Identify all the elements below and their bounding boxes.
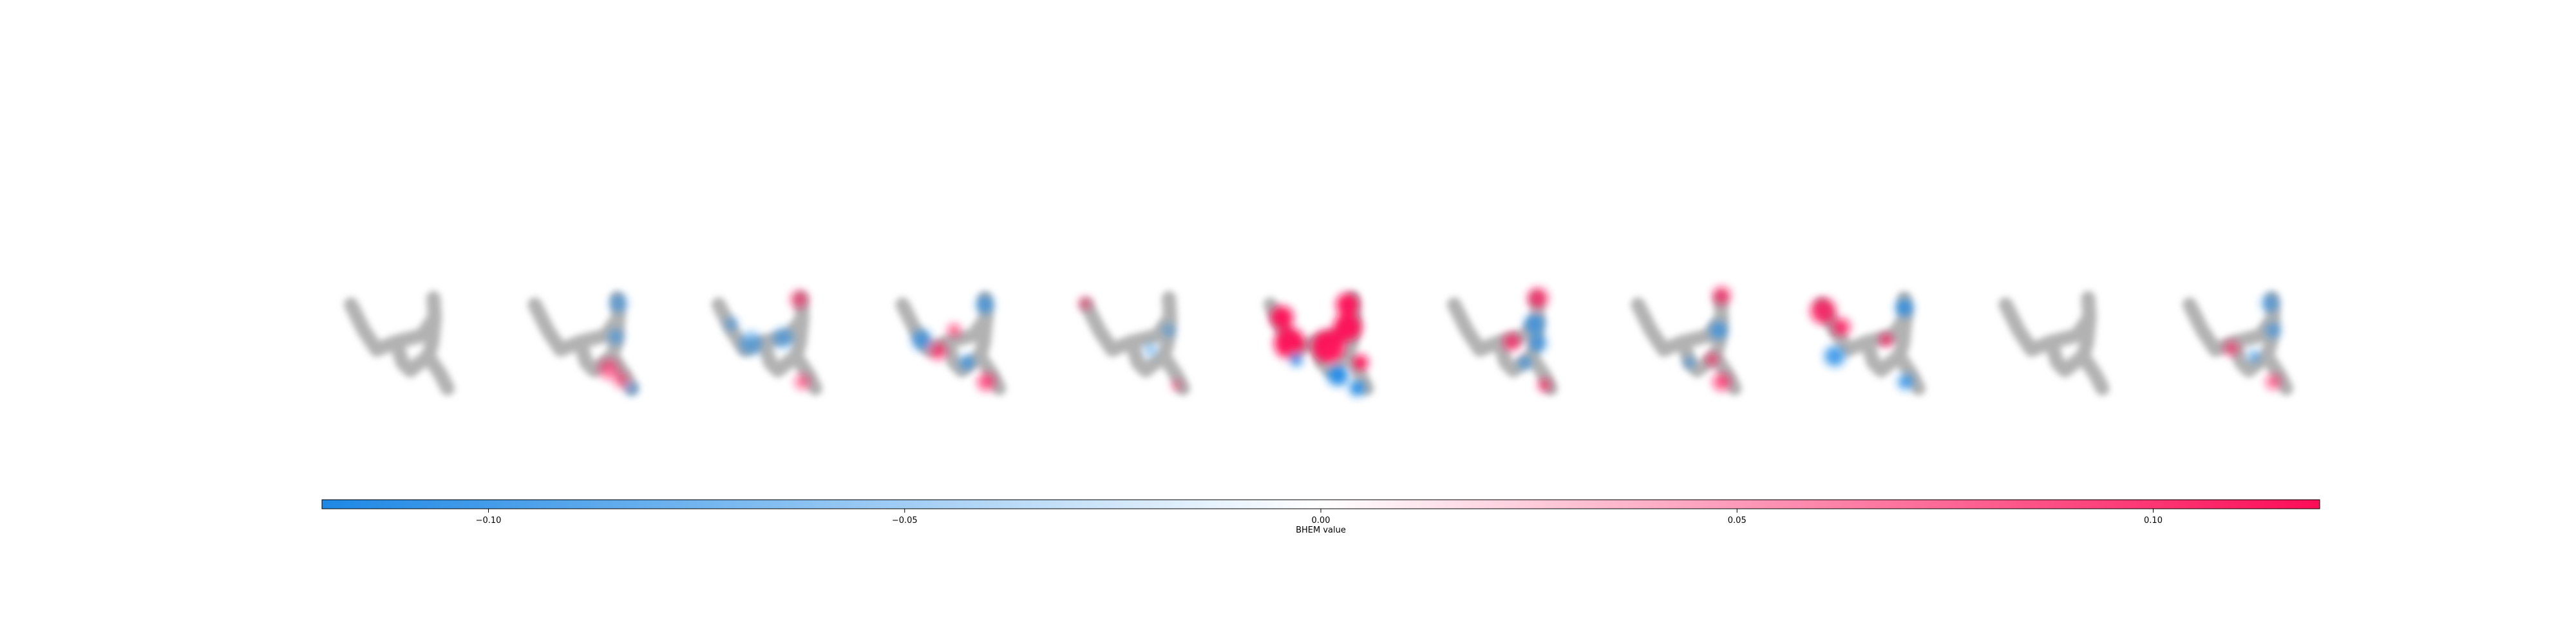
- colorbar-label: BHEM value: [1296, 526, 1346, 535]
- colorbar: −0.10 −0.05 0.00 0.05 0.10 BHEM value: [321, 499, 2320, 535]
- explanation-overlay: [1270, 293, 1368, 396]
- positive-attribution: [1274, 328, 1305, 359]
- negative-attribution: [725, 317, 738, 330]
- negative-attribution: [1144, 343, 1157, 356]
- negative-attribution: [976, 296, 994, 314]
- panel-0: [344, 291, 455, 395]
- positive-attribution: [2224, 341, 2239, 356]
- negative-attribution: [1824, 346, 1845, 366]
- positive-attribution: [795, 374, 810, 390]
- negative-attribution: [1529, 334, 1547, 352]
- negative-attribution: [1898, 374, 1913, 390]
- negative-attribution: [1327, 365, 1349, 386]
- positive-attribution: [614, 373, 630, 388]
- colorbar-tick-label: 0.05: [1728, 516, 1747, 526]
- positive-attribution: [1503, 333, 1521, 351]
- negative-attribution: [959, 355, 975, 370]
- panel-3: [895, 291, 1007, 395]
- explanation-overlay: [911, 296, 996, 391]
- positive-attribution: [929, 342, 947, 360]
- negative-attribution: [911, 330, 933, 350]
- positive-attribution: [1538, 379, 1551, 392]
- positive-attribution: [1810, 298, 1836, 324]
- negative-attribution: [1289, 353, 1303, 366]
- positive-attribution: [790, 290, 808, 308]
- positive-attribution: [1880, 334, 1893, 346]
- positive-attribution: [1311, 330, 1345, 363]
- positive-attribution: [947, 324, 961, 337]
- negative-attribution: [2261, 294, 2279, 312]
- negative-attribution: [625, 382, 638, 395]
- digit-image: [1079, 291, 1190, 395]
- panel-10: [2183, 291, 2293, 395]
- explanation-overlay: [598, 294, 638, 395]
- negative-attribution: [608, 329, 624, 345]
- panel-7: [1631, 287, 1742, 395]
- negative-attribution: [2248, 350, 2260, 363]
- panel-2: [712, 290, 822, 395]
- colorbar-tick-label: −0.10: [476, 516, 502, 526]
- explanation-overlay: [1503, 288, 1551, 392]
- positive-attribution: [1712, 373, 1731, 391]
- positive-attribution: [1832, 318, 1850, 336]
- digit-image: [344, 291, 455, 395]
- colorbar-tick-label: 0.10: [2144, 516, 2163, 526]
- positive-attribution: [598, 359, 620, 379]
- negative-attribution: [1709, 321, 1728, 339]
- colorbar-tick-label: −0.05: [892, 516, 918, 526]
- panel-5: [1263, 291, 1374, 396]
- positive-attribution: [1171, 380, 1182, 390]
- negative-attribution: [2266, 323, 2281, 338]
- negative-attribution: [1895, 299, 1913, 317]
- positive-attribution: [1270, 306, 1294, 329]
- explanation-overlay: [725, 290, 810, 390]
- panel-4: [1079, 291, 1190, 395]
- positive-attribution: [977, 373, 996, 391]
- positive-attribution: [1528, 288, 1548, 308]
- negative-attribution: [609, 294, 628, 312]
- negative-attribution: [773, 328, 793, 348]
- digit-image: [1998, 291, 2110, 395]
- positive-attribution: [2266, 374, 2281, 390]
- positive-attribution: [1079, 297, 1092, 310]
- panel-1: [527, 291, 639, 395]
- positive-attribution: [1336, 293, 1359, 316]
- panel-6: [1447, 288, 1558, 395]
- explanation-panels: [344, 287, 2293, 396]
- negative-attribution: [1684, 357, 1695, 368]
- colorbar-gradient: [321, 499, 2320, 509]
- explanation-overlay: [1810, 298, 1913, 390]
- positive-attribution: [1333, 313, 1362, 341]
- negative-attribution: [1349, 381, 1365, 396]
- panel-8: [1810, 291, 1926, 395]
- explanation-overlay: [1684, 287, 1731, 391]
- positive-attribution: [1712, 287, 1731, 305]
- negative-attribution: [1519, 356, 1531, 369]
- negative-attribution: [1524, 314, 1545, 334]
- panel-9: [1998, 291, 2110, 395]
- negative-attribution: [1162, 324, 1175, 337]
- positive-attribution: [1705, 353, 1719, 366]
- explanation-overlay: [2224, 294, 2281, 390]
- negative-attribution: [739, 332, 762, 355]
- colorbar-tick-label: 0.00: [1312, 516, 1331, 526]
- explanation-overlay: [1079, 297, 1182, 390]
- positive-attribution: [1352, 355, 1368, 370]
